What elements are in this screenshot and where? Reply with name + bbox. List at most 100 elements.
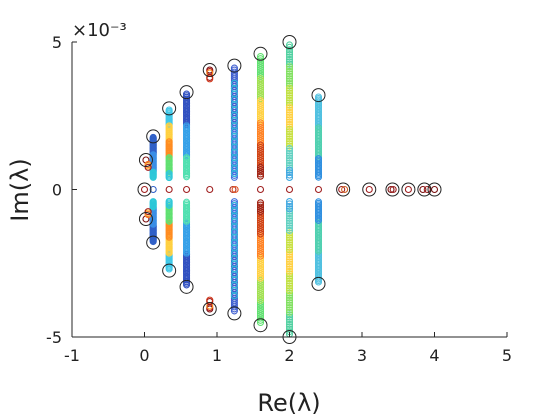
eigenvalue-point-line4-lower <box>256 316 265 324</box>
y-tick-label: -5 <box>46 328 62 347</box>
eigenvalue-point-line4-upper <box>256 92 265 100</box>
eigenvalue-point-line4-lower <box>256 228 265 236</box>
ring-marker-6 <box>162 263 177 278</box>
eigenvalue-point-line5-lower <box>285 294 294 302</box>
sparse-point-lower <box>230 249 238 257</box>
sparse-point-upper <box>230 90 238 98</box>
eigenvalue-point-line5-upper <box>285 123 294 131</box>
eigenvalue-point-line5-lower <box>285 238 294 247</box>
eigenvalue-point-line5-upper <box>285 65 294 73</box>
ring-marker-9 <box>202 63 217 78</box>
eigenvalue-point-line5-upper <box>285 149 294 157</box>
sparse-point-lower <box>230 286 238 294</box>
eigenvalue-point-line4-lower <box>256 254 265 262</box>
eigenvalue-point-line4-upper <box>256 119 265 127</box>
eigenvalue-point-line4-lower <box>256 239 265 247</box>
eigenvalue-point-line4-upper <box>256 141 265 149</box>
eigenvalue-point-line4-upper <box>256 148 265 156</box>
eigenvalue-point-line5-lower <box>285 291 294 300</box>
eigenvalue-point-line5-lower <box>285 207 294 215</box>
eigenvalue-point-line4-lower <box>256 287 265 296</box>
eigenvalue-point-line4-upper <box>256 99 265 107</box>
eigenvalue-point-line4-lower <box>256 265 265 273</box>
eigenvalue-point-line4-lower <box>256 294 265 302</box>
real-axis-point-1 <box>149 185 157 194</box>
eigenvalue-point-line5-lower <box>285 267 294 275</box>
eigenvalue-point-line4-upper <box>256 64 265 72</box>
eigenvalue-point-line5-lower <box>285 272 294 280</box>
eigenvalue-point-line0-upper <box>149 173 157 181</box>
eigenvalue-point-line5-upper <box>285 46 294 54</box>
eigenvalue-point-line4-upper <box>256 126 265 134</box>
eigenvalue-point-line4-lower <box>256 250 265 258</box>
ring-marker-12 <box>227 306 242 321</box>
eigenvalue-point-line4-upper <box>256 77 265 85</box>
eigenvalue-point-line4-lower <box>256 283 265 291</box>
eigenvalue-point-line4-upper <box>256 132 265 140</box>
eigenvalue-point-line5-lower <box>285 270 294 278</box>
eigenvalue-point-line4-lower <box>256 310 265 318</box>
eigenvalue-point-line4-lower <box>256 256 265 264</box>
eigenvalue-point-line5-upper <box>285 96 294 104</box>
eigenvalue-point-line5-upper <box>285 75 294 83</box>
real-axis-point-15 <box>404 185 412 194</box>
sparse-point-lower <box>230 207 238 215</box>
eigenvalue-point-line4-upper <box>256 101 265 109</box>
real-axis-point-3 <box>183 185 191 194</box>
eigenvalue-point-line4-lower <box>256 298 265 307</box>
sparse-point-lower <box>230 281 238 289</box>
eigenvalue-point-line5-upper <box>285 140 294 148</box>
eigenvalue-point-line4-upper <box>256 88 265 96</box>
sparse-point-lower <box>230 244 238 252</box>
eigenvalue-point-line5-upper <box>285 137 294 145</box>
eigenvalue-point-line4-upper <box>256 110 265 118</box>
eigenvalue-point-line4-lower <box>256 303 265 311</box>
eigenvalue-point-line5-lower <box>285 248 294 256</box>
ring-marker-1 <box>138 153 153 167</box>
eigenvalue-point-line4-upper <box>256 130 265 138</box>
eigenvalue-point-line5-upper <box>285 70 294 78</box>
sparse-point-lower <box>230 260 238 268</box>
eigenvalue-point-line5-upper <box>285 118 294 126</box>
eigenvalue-point-line4-lower <box>256 281 265 289</box>
eigenvalue-point-line5-upper <box>285 164 294 172</box>
x-axis-label: Re(λ) <box>257 389 320 417</box>
eigenvalue-point-line5-lower <box>285 236 294 244</box>
ring-marker-22 <box>401 182 416 197</box>
sparse-point-lower <box>230 228 238 236</box>
sparse-point-upper <box>230 154 238 162</box>
eigenvalue-point-line4-upper <box>256 143 265 151</box>
eigenvalue-point-line4-upper <box>256 66 265 74</box>
eigenvalue-point-line4-lower <box>256 248 265 256</box>
eigenvalue-point-line5-lower <box>285 219 294 227</box>
x-tick-label: -1 <box>64 346 80 365</box>
eigenvalue-point-line5-lower <box>285 205 294 213</box>
real-axis-point-10 <box>338 185 346 194</box>
eigenvalue-point-line4-upper <box>256 170 265 178</box>
real-axis-point-11 <box>341 185 349 194</box>
eigenvalue-point-line5-upper <box>285 67 294 76</box>
eigenvalue-point-line5-upper <box>285 132 294 141</box>
eigenvalue-point-line5-lower <box>285 275 294 283</box>
eigenvalue-point-line4-upper <box>256 115 265 123</box>
ring-marker-13 <box>253 46 268 61</box>
real-axis-point-18 <box>430 185 439 194</box>
eigenvalue-point-line4-lower <box>256 307 265 315</box>
eigenvalue-point-line4-upper <box>256 166 265 174</box>
x-tick-label: 3 <box>357 346 367 365</box>
eigenvalue-point-line5-lower <box>285 231 294 239</box>
tick-labels: -1 0 1 2 3 4 5 -5 0 5 <box>46 33 512 365</box>
ring-marker-18 <box>311 276 326 291</box>
eigenvalue-point-line4-lower <box>256 232 265 240</box>
eigenvalue-point-line4-lower <box>256 292 265 300</box>
real-axis-point-5 <box>229 185 237 194</box>
eigenvalue-point-line4-lower <box>256 199 265 207</box>
eigenvalue-point-line5-upper <box>285 72 294 80</box>
eigenvalue-point-line5-upper <box>285 58 294 66</box>
eigenvalue-point-line5-upper <box>285 113 294 121</box>
sparse-point-lower <box>230 217 238 225</box>
eigenvalue-point-line4-lower <box>256 267 265 276</box>
sparse-point-upper <box>230 122 238 130</box>
eigenvalue-point-line4-lower <box>256 305 265 313</box>
eigenvalue-point-line4-upper <box>256 61 265 69</box>
